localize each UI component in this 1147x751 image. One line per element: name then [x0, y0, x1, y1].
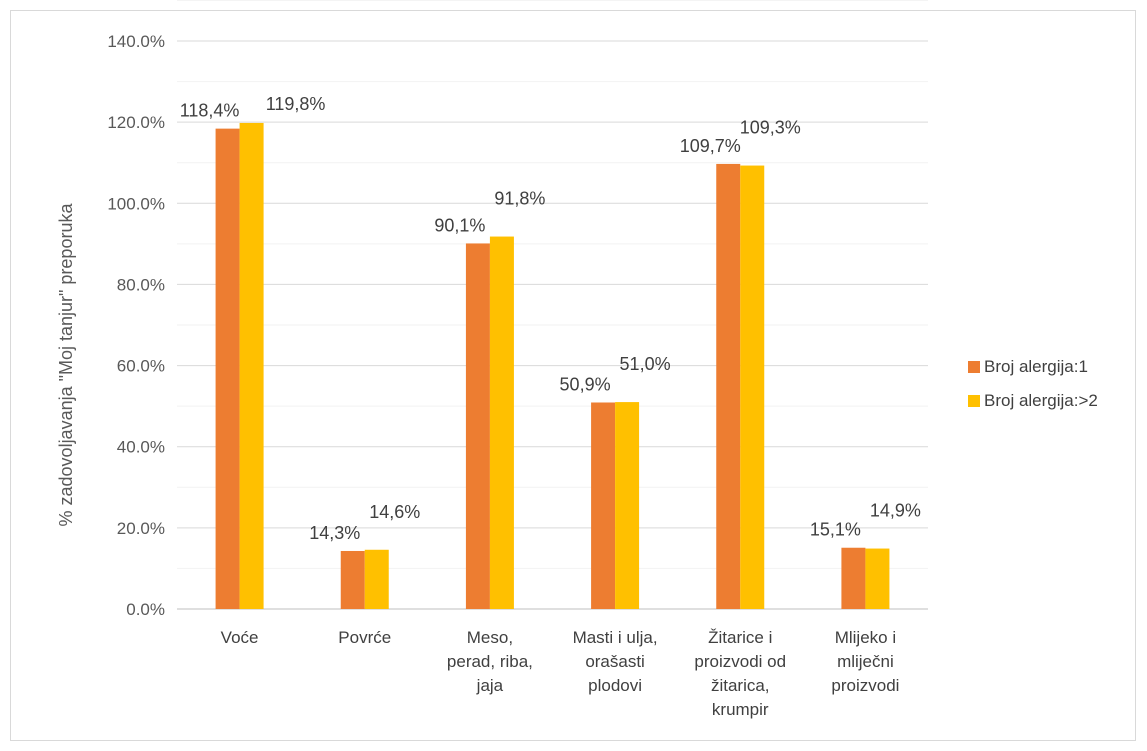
bar-series-2 — [364, 549, 389, 609]
y-tick-label: 140.0% — [107, 32, 165, 51]
legend: Broj alergija:1 Broj alergija:>2 — [968, 355, 1098, 423]
data-label-series-2: 51,0% — [620, 354, 671, 374]
y-tick-label: 80.0% — [117, 275, 165, 294]
data-label-series-1: 50,9% — [560, 374, 611, 394]
y-tick-label: 0.0% — [126, 600, 165, 619]
y-axis-ticks: 0.0% 20.0% 40.0% 60.0% 80.0% 100.0% 120.0% 140.… — [107, 32, 165, 619]
data-label-series-2: 109,3% — [740, 118, 801, 138]
x-category-label: Voće — [221, 628, 259, 647]
bar-series-1 — [841, 547, 866, 609]
y-tick-label: 60.0% — [117, 357, 165, 376]
legend-swatch — [968, 395, 980, 407]
bar-series-1 — [591, 402, 616, 609]
data-labels: 118,4% 14,3% 90,1% 50,9% 109,7% 15,1% 119,8% 14… — [180, 94, 921, 543]
legend-swatch — [968, 361, 980, 373]
x-category-label: Povrće — [338, 628, 391, 647]
x-axis-categories: Voće Povrće Meso, perad, riba, jaja Masti i u… — [221, 628, 900, 719]
bar-series-1 — [215, 128, 240, 610]
data-label-series-1: 90,1% — [434, 215, 485, 235]
data-label-series-1: 109,7% — [680, 136, 741, 156]
data-label-series-2: 91,8% — [494, 189, 545, 209]
data-label-series-2: 119,8% — [266, 94, 326, 114]
data-label-series-2: 14,6% — [369, 502, 420, 522]
x-category-label: Žitarice i proizvodi od žitarica, krumpir — [694, 628, 786, 719]
y-tick-label: 20.0% — [117, 519, 165, 538]
bar-series-2 — [489, 236, 514, 609]
legend-item-series-2: Broj alergija:>2 — [968, 389, 1098, 413]
legend-item-series-1: Broj alergija:1 — [968, 355, 1098, 379]
y-axis-title: % zadovoljavanja "Moj tanjur" preporuka — [56, 203, 76, 527]
bar-series-2 — [740, 165, 765, 609]
y-tick-label: 40.0% — [117, 438, 165, 457]
data-label-series-1: 15,1% — [810, 520, 861, 540]
data-label-series-1: 14,3% — [309, 523, 360, 543]
data-label-series-1: 118,4% — [180, 101, 240, 121]
chart-frame — [10, 10, 1136, 741]
x-category-label: Mlijeko i mliječni proizvodi — [831, 628, 899, 695]
legend-label: Broj alergija:1 — [984, 357, 1088, 376]
bar-series-2 — [615, 402, 640, 609]
bar-series-2 — [865, 548, 890, 609]
legend-label: Broj alergija:>2 — [984, 391, 1098, 410]
y-tick-label: 100.0% — [107, 194, 165, 213]
gridlines — [177, 0, 928, 610]
bar-series-1 — [340, 550, 365, 609]
y-tick-label: 120.0% — [107, 113, 165, 132]
x-category-label: Masti i ulja, orašasti plodovi — [573, 628, 658, 695]
bar-series-1 — [716, 163, 741, 609]
bar-series-2 — [239, 122, 264, 609]
x-category-label: Meso, perad, riba, jaja — [447, 628, 533, 695]
data-label-series-2: 14,9% — [870, 501, 921, 521]
bars — [215, 122, 890, 610]
bar-series-1 — [465, 243, 490, 610]
